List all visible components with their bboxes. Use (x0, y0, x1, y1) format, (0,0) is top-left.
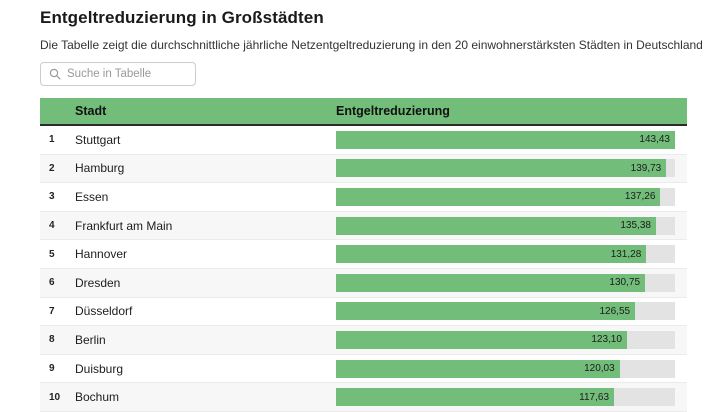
bar: 143,43 (336, 130, 675, 149)
bar-track: 126,55 (336, 302, 675, 321)
row-rank: 10 (49, 391, 61, 403)
bar-value-label: 117,63 (579, 391, 610, 403)
table-body: 1 Stuttgart 143,43 2 Hamburg 139,73 3 Es… (40, 126, 687, 412)
row-bar-cell: 130,75 (333, 273, 687, 292)
row-bar-cell: 139,73 (333, 159, 687, 178)
table-header-row: Stadt Entgeltreduzierung (40, 98, 687, 126)
data-table: Stadt Entgeltreduzierung 1 Stuttgart 143… (40, 98, 687, 412)
bar-track: 131,28 (336, 245, 675, 264)
bar: 137,26 (336, 187, 661, 206)
bar-value-label: 123,10 (591, 334, 622, 346)
table-row: 5 Hannover 131,28 (40, 240, 687, 269)
row-bar-cell: 120,03 (333, 359, 687, 378)
bar-value-label: 120,03 (584, 363, 615, 375)
bar-track: 139,73 (336, 159, 675, 178)
row-city: Düsseldorf (75, 304, 133, 319)
bar-track: 117,63 (336, 388, 675, 407)
row-rank: 4 (49, 220, 55, 232)
table-row: 1 Stuttgart 143,43 (40, 126, 687, 155)
row-bar-cell: 131,28 (333, 245, 687, 264)
bar: 135,38 (336, 216, 656, 235)
column-header-entgeltreduzierung[interactable]: Entgeltreduzierung (336, 104, 450, 118)
table-row: 7 Düsseldorf 126,55 (40, 297, 687, 327)
row-bar-cell: 117,63 (333, 388, 687, 407)
table-row: 6 Dresden 130,75 (40, 268, 687, 298)
table-row: 10 Bochum 117,63 (40, 383, 687, 412)
row-bar-cell: 143,43 (333, 130, 687, 149)
bar-value-label: 139,73 (630, 162, 662, 174)
bar-value-label: 130,75 (609, 277, 641, 289)
row-rank: 6 (49, 277, 55, 289)
row-city: Duisburg (75, 361, 124, 376)
row-city: Hannover (75, 247, 128, 262)
row-city: Berlin (75, 332, 106, 347)
bar-value-label: 137,26 (624, 191, 656, 203)
bar-track: 120,03 (336, 359, 675, 378)
row-bar-cell: 126,55 (333, 302, 687, 321)
row-rank: 1 (49, 134, 55, 146)
search-box[interactable] (40, 62, 196, 86)
bar-track: 123,10 (336, 330, 675, 349)
table-row: 3 Essen 137,26 (40, 183, 687, 212)
row-bar-cell: 135,38 (333, 216, 687, 235)
row-rank: 7 (49, 305, 55, 317)
row-rank: 2 (49, 162, 55, 174)
bar: 126,55 (336, 302, 636, 321)
table-row: 2 Hamburg 139,73 (40, 154, 687, 184)
row-city: Hamburg (75, 161, 125, 176)
bar: 117,63 (336, 388, 615, 407)
bar-track: 137,26 (336, 187, 675, 206)
bar-value-label: 135,38 (620, 220, 651, 232)
bar-value-label: 126,55 (599, 305, 631, 317)
table-row: 4 Frankfurt am Main 135,38 (40, 211, 687, 241)
bar: 123,10 (336, 330, 627, 349)
bar-track: 135,38 (336, 216, 675, 235)
row-city: Dresden (75, 275, 121, 290)
row-city: Essen (75, 189, 109, 204)
bar: 139,73 (336, 159, 667, 178)
bar-track: 130,75 (336, 273, 675, 292)
bar: 130,75 (336, 273, 646, 292)
row-bar-cell: 137,26 (333, 187, 687, 206)
row-city: Frankfurt am Main (75, 218, 173, 233)
page-subtitle: Die Tabelle zeigt die durchschnittliche … (40, 38, 703, 52)
table-row: 9 Duisburg 120,03 (40, 354, 687, 384)
table-row: 8 Berlin 123,10 (40, 326, 687, 355)
bar-value-label: 131,28 (610, 248, 642, 260)
search-input[interactable] (67, 68, 187, 80)
bar: 120,03 (336, 359, 620, 378)
bar-value-label: 143,43 (639, 134, 670, 146)
bar-track: 143,43 (336, 130, 675, 149)
column-header-stadt[interactable]: Stadt (75, 104, 107, 118)
search-icon (49, 68, 61, 80)
row-city: Bochum (75, 390, 120, 405)
row-rank: 8 (49, 334, 55, 346)
row-rank: 9 (49, 363, 55, 375)
row-rank: 3 (49, 191, 55, 203)
row-rank: 5 (49, 248, 55, 260)
page-title: Entgeltreduzierung in Großstädten (40, 8, 324, 27)
row-city: Stuttgart (75, 132, 121, 147)
row-bar-cell: 123,10 (333, 330, 687, 349)
bar: 131,28 (336, 245, 647, 264)
